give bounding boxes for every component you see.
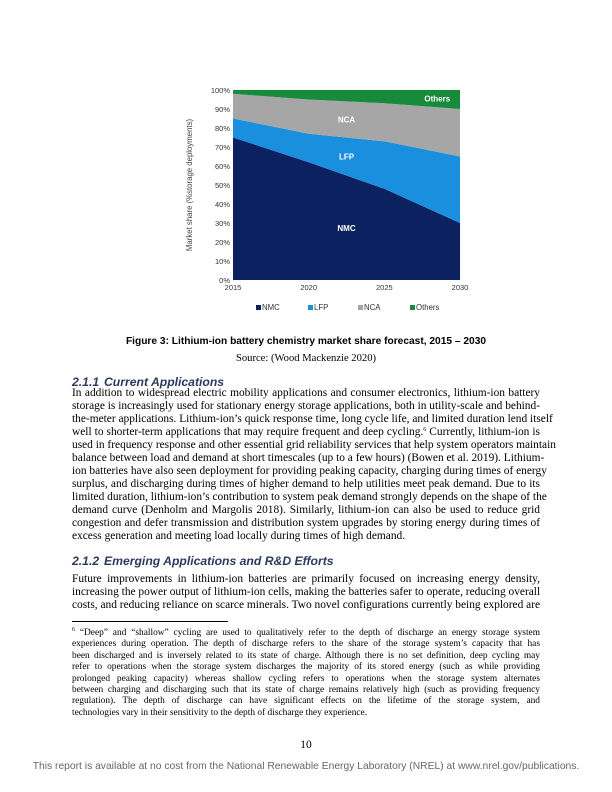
text-line: ion batteries have also seen deployment …: [72, 465, 547, 478]
line-text: demand curve (Denholm and Margolis 2018)…: [72, 504, 540, 516]
text-line: been discharged and is inversely related…: [72, 651, 540, 662]
footnote-reference[interactable]: 6: [423, 427, 427, 433]
line-text: experiences during operation. The depth …: [72, 639, 540, 650]
area-lfp: [233, 118, 460, 223]
y-tick-label: 70%: [215, 143, 230, 152]
line-text: the-meter applications. Lithium-ion’s qu…: [72, 413, 553, 425]
legend-label-nmc: NMC: [262, 303, 280, 312]
line-text: storage is increasingly used for station…: [72, 400, 540, 412]
text-line: regulation). The depth of discharge can …: [72, 696, 540, 707]
line-text: regulation). The depth of discharge can …: [72, 696, 540, 707]
y-tick-label: 20%: [215, 238, 230, 247]
text-line: increasing the power output of lithium-i…: [72, 586, 540, 599]
y-tick-label: 100%: [211, 86, 231, 95]
y-tick-label: 40%: [215, 200, 230, 209]
y-tick-label: 10%: [215, 257, 230, 266]
line-text: surplus, and discharging during times of…: [72, 478, 540, 490]
y-tick-label: 30%: [215, 219, 230, 228]
text-line: excess generation and meeting load local…: [72, 530, 540, 543]
line-text: ion batteries have also seen deployment …: [72, 465, 547, 477]
line-text: balance between load and demand at short…: [72, 452, 545, 464]
text-line: the-meter applications. Lithium-ion’s qu…: [72, 413, 553, 426]
line-text: refer to operations when the storage sys…: [72, 662, 540, 673]
line-text: In addition to widespread electric mobil…: [72, 387, 540, 399]
text-line: costs, and reducing reliance on scarce m…: [72, 599, 540, 612]
line-text: used in frequency response and other ess…: [72, 439, 556, 451]
line-text: “Deep” and “shallow” cycling are used to…: [75, 628, 540, 638]
text-line: demand curve (Denholm and Margolis 2018)…: [72, 504, 540, 517]
section-title: Emerging Applications and R&D Efforts: [104, 554, 334, 568]
footnote-6: 6 “Deep” and “shallow” cycling are used …: [72, 627, 540, 719]
section-number: 2.1.2: [72, 554, 100, 568]
area-nmc: [233, 137, 460, 280]
y-tick-label: 80%: [215, 124, 230, 133]
figure-caption: Figure 3: Lithium-ion battery chemistry …: [125, 336, 487, 347]
text-line: 6 “Deep” and “shallow” cycling are used …: [72, 627, 540, 639]
x-tick-label: 2020: [300, 283, 317, 292]
area-others: [233, 90, 460, 109]
text-line: well to shorter-term applications that m…: [72, 426, 540, 439]
series-label-lfp: LFP: [339, 153, 355, 162]
text-line: In addition to widespread electric mobil…: [72, 387, 540, 400]
line-text: well to shorter-term applications that m…: [72, 426, 424, 438]
text-line: surplus, and discharging during times of…: [72, 478, 540, 491]
line-text: been discharged and is inversely related…: [72, 650, 540, 661]
line-text: Currently, lithium-ion is: [426, 426, 540, 438]
line-text: technologies vary in their sensitivity t…: [72, 707, 368, 718]
section-heading-emerging-applications: 2.1.2 Emerging Applications and R&D Effor…: [72, 554, 334, 568]
area-nca: [233, 93, 460, 157]
y-tick-label: 0%: [219, 276, 230, 285]
line-text: increasing the power output of lithium-i…: [72, 586, 541, 598]
x-tick-label: 2015: [225, 283, 242, 292]
series-label-others: Others: [424, 95, 450, 104]
emerging-applications-paragraph: Future improvements in lithium-ion batte…: [72, 573, 540, 612]
market-share-chart: NMC LFP NCA Others 0% 10% 20% 30% 40% 50% 60% 70% 80…: [185, 86, 469, 312]
text-line: prolonged peaking capacity) whereas shal…: [72, 674, 540, 685]
text-line: refer to operations when the storage sys…: [72, 662, 540, 673]
figure-source: Source: (Wood Mackenzie 2020): [235, 353, 377, 364]
section-heading-current-applications: 2.1.1 Current Applications: [72, 375, 224, 389]
text-line: technologies vary in their sensitivity t…: [72, 708, 540, 719]
section-title: Current Applications: [104, 375, 225, 389]
line-text: prolonged peaking capacity) whereas shal…: [72, 673, 540, 684]
line-text: congestion and defer transmission and di…: [72, 517, 540, 529]
y-tick-label: 50%: [215, 181, 230, 190]
x-tick-label: 2025: [376, 283, 393, 292]
text-line: storage is increasingly used for station…: [72, 400, 540, 413]
page-number: 10: [300, 739, 312, 751]
legend-swatch-others: [410, 305, 415, 310]
text-line: used in frequency response and other ess…: [72, 439, 556, 452]
y-tick-label: 60%: [215, 162, 230, 171]
section-number: 2.1.1: [72, 375, 100, 389]
line-text: limited duration, lithium-ion’s contribu…: [72, 491, 547, 503]
text-line: limited duration, lithium-ion’s contribu…: [72, 491, 547, 504]
text-line: Future improvements in lithium-ion batte…: [72, 573, 540, 586]
footnote-divider: [72, 621, 228, 622]
legend-label-others: Others: [416, 303, 439, 312]
line-text: excess generation and meeting load local…: [72, 530, 406, 542]
legend-swatch-nmc: [256, 305, 261, 310]
footnote-mark: 6: [72, 627, 75, 633]
x-tick-label: 2030: [452, 283, 469, 292]
series-label-nmc: NMC: [337, 224, 355, 233]
text-line: congestion and defer transmission and di…: [72, 517, 540, 530]
legend-label-lfp: LFP: [314, 303, 328, 312]
current-applications-paragraph: In addition to widespread electric mobil…: [72, 387, 556, 543]
legend-swatch-lfp: [308, 305, 313, 310]
report-footer: This report is available at no cost from…: [32, 761, 580, 772]
legend-label-nca: NCA: [364, 303, 381, 312]
legend-swatch-nca: [358, 305, 363, 310]
y-axis-label: Market share (%storage deployments): [185, 119, 194, 252]
text-line: experiences during operation. The depth …: [72, 639, 540, 650]
line-text: costs, and reducing reliance on scarce m…: [72, 599, 541, 611]
line-text: between charging and discharging such th…: [72, 684, 540, 695]
text-line: between charging and discharging such th…: [72, 685, 540, 696]
line-text: Future improvements in lithium-ion batte…: [72, 573, 540, 585]
text-line: balance between load and demand at short…: [72, 452, 544, 465]
series-label-nca: NCA: [338, 115, 356, 124]
y-tick-label: 90%: [215, 105, 230, 114]
